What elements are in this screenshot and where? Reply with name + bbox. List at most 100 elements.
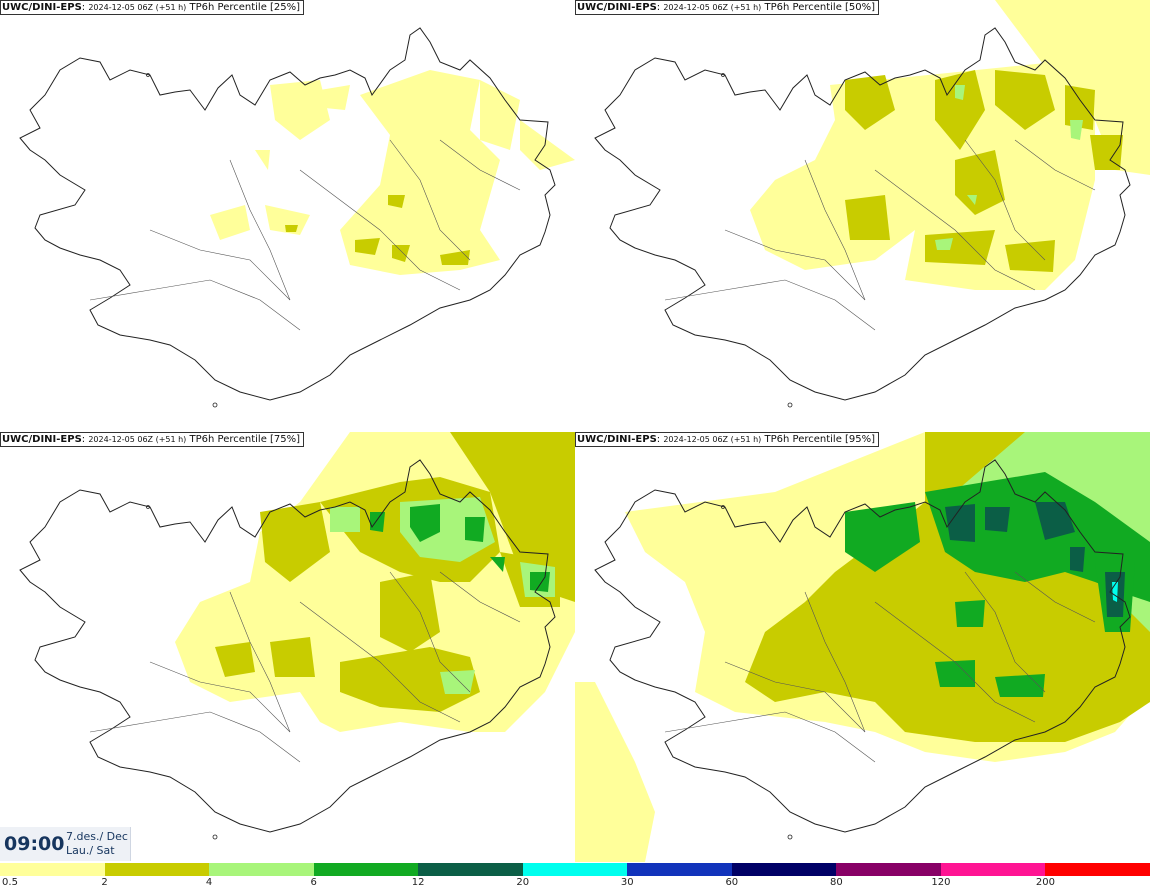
- legend-swatch: [836, 863, 941, 876]
- precip-area: [845, 502, 920, 572]
- precip-area: [320, 85, 350, 110]
- island: [787, 834, 793, 840]
- precip-area: [340, 70, 500, 275]
- precip-area: [520, 120, 575, 170]
- road-line: [439, 571, 521, 623]
- panel-title: UWC/DINI-EPS: 2024-12-05 06Z (+51 h) TP6…: [575, 0, 880, 15]
- color-legend-bar: [0, 863, 1150, 876]
- precip-area: [260, 502, 330, 582]
- legend-label: 0.5: [2, 877, 18, 888]
- panel-title: UWC/DINI-EPS: 2024-12-05 06Z (+51 h) TP6…: [0, 432, 305, 447]
- precip-area: [270, 637, 315, 677]
- precip-map: [19, 432, 575, 840]
- road-line: [1014, 571, 1096, 623]
- island: [146, 73, 150, 77]
- road-line: [299, 169, 461, 291]
- road-line: [229, 591, 291, 733]
- road-line: [874, 169, 1036, 291]
- legend-swatch: [418, 863, 523, 876]
- product-name: TP6h Percentile [75%]: [189, 434, 301, 445]
- color-legend-labels: 0.5 2 4 6 12 20 30 60 80 120 200: [0, 877, 1150, 891]
- legend-swatch: [627, 863, 732, 876]
- legend-label: 20: [516, 877, 530, 888]
- legend-swatch: [0, 863, 105, 876]
- coastline: [594, 27, 1131, 401]
- precip-area: [945, 504, 975, 542]
- legend-swatch: [731, 863, 837, 876]
- precip-area: [845, 75, 895, 130]
- precip-area: [270, 80, 330, 140]
- precip-area: [392, 245, 410, 262]
- precip-area: [340, 647, 480, 712]
- precip-area: [330, 507, 360, 532]
- island: [212, 834, 218, 840]
- precip-area: [380, 572, 440, 652]
- road-line: [229, 159, 291, 301]
- legend-swatch: [1045, 863, 1150, 876]
- map-panel-p95: UWC/DINI-EPS: 2024-12-05 06Z (+51 h) TP6…: [575, 432, 1150, 862]
- road-line: [149, 229, 291, 301]
- road-line: [804, 591, 866, 733]
- model-name: UWC/DINI-EPS: [577, 2, 657, 13]
- island: [787, 402, 793, 408]
- precip-area: [530, 572, 550, 592]
- precip-area: [390, 597, 410, 617]
- map-panel-p25: UWC/DINI-EPS: 2024-12-05 06Z (+51 h) TP6…: [0, 0, 575, 430]
- legend-swatch: [104, 863, 210, 876]
- precip-area: [967, 195, 977, 205]
- legend-label: 60: [725, 877, 739, 888]
- legend-label: 30: [620, 877, 634, 888]
- precip-area: [955, 600, 985, 627]
- precip-area: [210, 205, 250, 240]
- precip-area: [410, 504, 440, 542]
- precip-area: [1005, 240, 1055, 272]
- product-name: TP6h Percentile [25%]: [189, 2, 301, 13]
- precip-area: [995, 70, 1055, 130]
- product-name: TP6h Percentile [95%]: [764, 434, 876, 445]
- precip-area: [925, 472, 1150, 602]
- model-name: UWC/DINI-EPS: [2, 2, 82, 13]
- precip-area: [955, 85, 965, 100]
- coastline: [19, 459, 556, 833]
- precip-area: [995, 674, 1045, 697]
- road-line: [664, 279, 876, 331]
- precip-area: [388, 195, 405, 208]
- precip-area: [370, 512, 385, 532]
- precip-area: [605, 852, 635, 862]
- precip-area: [465, 517, 485, 542]
- island: [212, 402, 218, 408]
- precip-area: [1065, 85, 1095, 130]
- road-line: [89, 711, 301, 763]
- road-line: [724, 229, 866, 301]
- island: [146, 505, 150, 509]
- precip-area: [935, 660, 975, 687]
- precip-area: [440, 670, 475, 694]
- precip-area: [1035, 502, 1075, 540]
- legend-label: 80: [829, 877, 843, 888]
- coastline: [19, 27, 556, 401]
- panel-title: UWC/DINI-EPS: 2024-12-05 06Z (+51 h) TP6…: [0, 0, 305, 15]
- legend-label: 120: [931, 877, 951, 888]
- map-panel-p50: UWC/DINI-EPS: 2024-12-05 06Z (+51 h) TP6…: [575, 0, 1150, 430]
- legend-label: 4: [205, 877, 213, 888]
- island: [721, 505, 725, 509]
- precip-area: [480, 80, 520, 150]
- legend-swatch: [209, 863, 314, 876]
- run-date: 2024-12-05 06Z (+51 h): [663, 435, 762, 444]
- valid-time-box: 09:00 7.des./ Dec Lau./ Sat: [0, 827, 131, 861]
- road-line: [299, 601, 461, 723]
- run-date: 2024-12-05 06Z (+51 h): [88, 435, 187, 444]
- legend-label: 6: [310, 877, 317, 888]
- legend-swatch: [522, 863, 628, 876]
- model-name: UWC/DINI-EPS: [2, 434, 82, 445]
- road-line: [804, 159, 866, 301]
- road-line: [149, 661, 291, 733]
- precip-area: [845, 195, 890, 240]
- road-line: [89, 279, 301, 331]
- precip-area: [985, 507, 1010, 532]
- precip-area: [935, 238, 953, 250]
- valid-time: 09:00: [4, 833, 65, 855]
- precip-area: [955, 150, 1005, 215]
- legend-label: 12: [411, 877, 425, 888]
- road-line: [389, 139, 471, 261]
